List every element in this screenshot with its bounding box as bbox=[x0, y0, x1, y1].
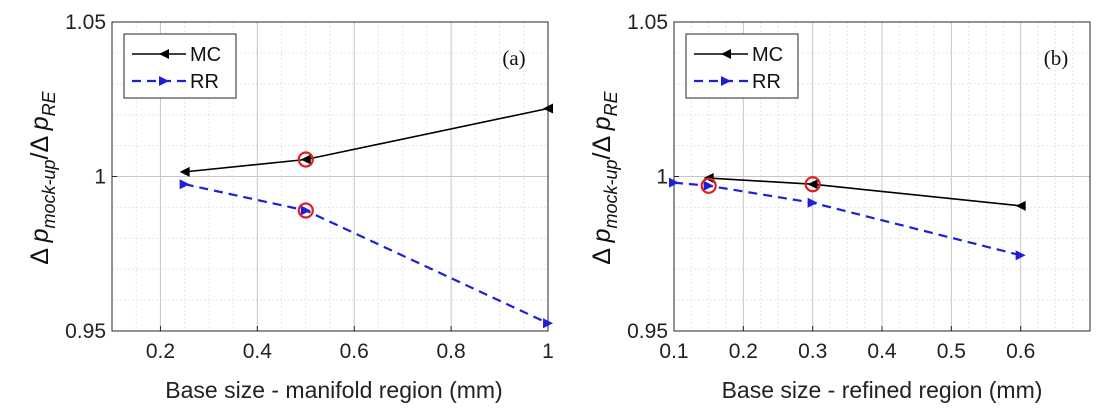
y-tick-label: 1.05 bbox=[65, 11, 106, 34]
data-point-rr bbox=[703, 180, 714, 191]
data-point-rr bbox=[300, 205, 311, 216]
x-tick-label: 0.3 bbox=[798, 340, 827, 363]
x-tick-label: 0.2 bbox=[729, 340, 758, 363]
data-point-rr bbox=[669, 177, 679, 188]
highlight-circle bbox=[700, 177, 717, 194]
x-tick-label: 1 bbox=[542, 340, 554, 363]
legend-label-mc: MC bbox=[752, 44, 783, 66]
x-tick-label: 0.4 bbox=[243, 340, 273, 363]
legend-marker-rr bbox=[159, 76, 169, 86]
legend-marker-mc bbox=[721, 49, 731, 59]
grid bbox=[673, 21, 1091, 332]
data-point-rr bbox=[1015, 250, 1026, 261]
y-tick-label: 1 bbox=[94, 166, 106, 189]
series-rr bbox=[179, 179, 553, 329]
y-tick-label: 1 bbox=[656, 166, 668, 189]
y-tick-label: 0.95 bbox=[627, 320, 668, 343]
x-tick-label: 0.6 bbox=[1006, 340, 1035, 363]
legend-marker-mc bbox=[159, 49, 169, 59]
data-point-rr bbox=[543, 318, 553, 329]
series-mc bbox=[179, 103, 553, 177]
chart-panel-b: Δ pmock-up/Δ pRE Base size - refined reg… bbox=[588, 11, 1091, 403]
legend-box bbox=[123, 33, 237, 99]
y-axis-label-a: Δ pmock-up/Δ pRE bbox=[26, 90, 59, 264]
legend-box bbox=[685, 33, 799, 99]
x-axis-label-a: Base size - manifold region (mm) bbox=[165, 377, 502, 403]
series-rr bbox=[669, 177, 1026, 261]
y-tick-label: 0.95 bbox=[65, 320, 106, 343]
data-point-rr bbox=[807, 197, 818, 208]
data-point-mc bbox=[807, 179, 818, 190]
chart-panel-a: Δ pmock-up/Δ pRE Base size - manifold re… bbox=[26, 11, 554, 403]
legend-label-mc: MC bbox=[190, 44, 221, 66]
legend-marker-rr bbox=[721, 76, 731, 86]
data-point-mc bbox=[179, 166, 190, 177]
series-line-rr bbox=[673, 181, 1021, 257]
x-tick-label: 0.6 bbox=[340, 340, 369, 363]
data-point-mc bbox=[300, 154, 311, 165]
legend: MC RR bbox=[685, 33, 799, 99]
x-tick-label: 0.5 bbox=[937, 340, 966, 363]
data-point-mc bbox=[1015, 200, 1026, 211]
highlight-circle bbox=[297, 202, 314, 219]
highlight-circle bbox=[804, 176, 821, 193]
x-tick-label: 0.1 bbox=[659, 340, 688, 363]
panel-tag: (b) bbox=[1044, 46, 1069, 70]
x-tick-label: 0.8 bbox=[437, 340, 466, 363]
x-tick-label: 0.4 bbox=[867, 340, 897, 363]
panel-tag: (a) bbox=[502, 46, 525, 70]
data-point-mc bbox=[543, 103, 553, 114]
legend: MC RR bbox=[123, 33, 237, 99]
legend-label-rr: RR bbox=[190, 71, 219, 93]
highlight-circle bbox=[297, 151, 314, 168]
y-axis-label-b: Δ pmock-up/Δ pRE bbox=[588, 90, 621, 264]
x-tick-label: 0.2 bbox=[146, 340, 175, 363]
y-tick-label: 1.05 bbox=[627, 11, 668, 34]
data-point-rr bbox=[179, 179, 190, 190]
x-axis-label-b: Base size - refined region (mm) bbox=[722, 377, 1043, 403]
legend-label-rr: RR bbox=[752, 71, 781, 93]
